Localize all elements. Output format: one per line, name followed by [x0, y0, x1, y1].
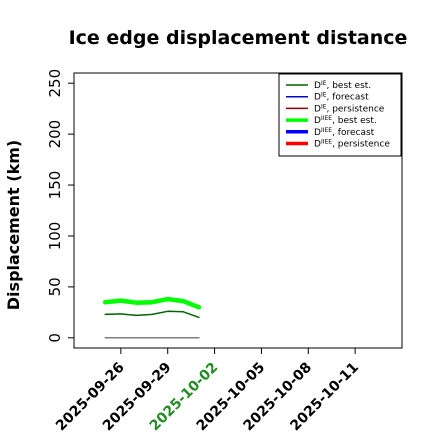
- legend-entry: DIIEE, best est.: [314, 115, 377, 126]
- legend-entry: DIIEE, forecast: [314, 127, 375, 138]
- y-axis: 0 50 100 150 200 250: [46, 69, 74, 343]
- y-tick-label: 100: [46, 222, 64, 251]
- y-tick-label: 150: [46, 171, 64, 200]
- legend-entry: DIE, best est.: [314, 80, 371, 91]
- legend-entry: DIE, forecast: [314, 92, 369, 103]
- y-tick-label: 200: [46, 120, 64, 149]
- y-tick-label: 250: [46, 69, 64, 98]
- y-axis-label: Displacement (km): [4, 140, 23, 310]
- legend-entry: DIIEE, persistence: [314, 139, 390, 150]
- y-tick-label: 50: [46, 277, 64, 296]
- series-layer: [102, 296, 202, 339]
- chart-title: Ice edge displacement distance: [69, 27, 408, 49]
- y-tick-label: 0: [46, 333, 64, 343]
- x-axis: 2025-09-262025-09-292025-10-022025-10-05…: [53, 348, 362, 434]
- plot-frame: [73, 72, 403, 349]
- legend-entry: DIE, persistence: [314, 103, 385, 114]
- series-line: [104, 310, 200, 319]
- series-line: [102, 296, 202, 310]
